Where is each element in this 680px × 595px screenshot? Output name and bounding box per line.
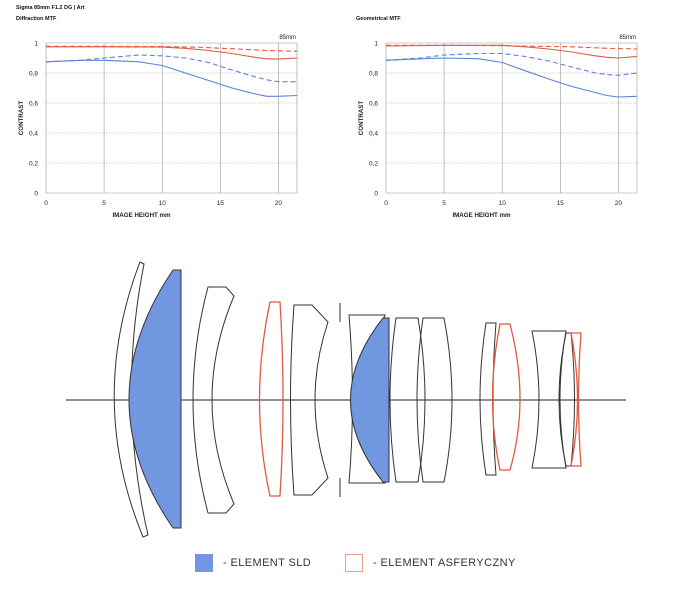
lens-element-10 — [479, 322, 497, 476]
lens-element-2-sld — [128, 269, 182, 529]
chart2-y-tick-label: 0 — [374, 191, 378, 198]
chart1-x-axis-label: IMAGE HEIGHT mm — [112, 212, 171, 219]
chart2-title: Geometrical MTF — [356, 16, 401, 22]
lens-element-9 — [416, 317, 453, 483]
chart2-focal-length-annotation: 85mm — [619, 35, 636, 41]
legend-sld-label: - ELEMENT SLD — [223, 557, 312, 569]
chart1-title: Diffraction MTF — [16, 16, 57, 22]
chart1-y-tick-label: 0,2 — [29, 161, 38, 168]
lens-element-1 — [113, 261, 149, 538]
lens-element-11-aspherical — [491, 323, 521, 471]
chart1-series-line-3 — [45, 59, 298, 97]
chart2-y-tick-label: 0,4 — [369, 131, 378, 138]
chart1-y-tick-label: 0,8 — [29, 71, 38, 78]
chart1-x-tick-label: 5 — [102, 200, 106, 207]
chart1-series-line-4 — [45, 54, 297, 83]
chart2-x-tick-label: 10 — [499, 200, 507, 207]
lens-element-12 — [531, 330, 567, 469]
chart2-y-tick-label: 0,2 — [369, 161, 378, 168]
chart2-y-tick-label: 0,8 — [369, 71, 378, 78]
chart1-y-tick-label: 0,6 — [29, 101, 38, 108]
chart2-series-line-2 — [386, 44, 638, 50]
chart2-x-tick-label: 5 — [442, 200, 446, 207]
legend-sld: - ELEMENT SLD — [195, 552, 311, 574]
lens-element-7-sld — [350, 317, 390, 483]
chart1-series-line-1 — [46, 46, 298, 60]
chart1-x-tick-label: 15 — [217, 200, 225, 207]
lens-construction-diagram — [66, 261, 626, 538]
legend-aspherical: - ELEMENT ASFERYCZNY — [345, 552, 516, 574]
chart1-series-line-2 — [46, 45, 298, 52]
chart2-x-tick-label: 20 — [615, 200, 623, 207]
legend-sld-swatch — [195, 554, 213, 572]
legend-aspherical-swatch — [345, 554, 363, 572]
diffraction-mtf-panel: Diffraction MTF 0 0,2 0,4 0,6 0,8 1 0 5 10 15 20 IMA… — [0, 0, 340, 230]
geometrical-mtf-panel: Geometrical MTF 0 0,2 0,4 0,6 0,8 1 0 5 10 15 20 IMA… — [340, 0, 680, 230]
chart1-y-tick-label: 1 — [34, 41, 38, 48]
chart1-x-tick-label: 10 — [159, 200, 167, 207]
chart1-focal-length-annotation: 85mm — [279, 35, 296, 41]
chart2-x-axis-label: IMAGE HEIGHT mm — [452, 212, 511, 219]
chart1-y-tick-label: 0,4 — [29, 131, 38, 138]
lens-element-4-aspherical — [258, 301, 284, 497]
chart2-series-line-4 — [385, 52, 638, 76]
chart2-y-tick-label: 0,6 — [369, 101, 378, 108]
chart2-y-axis-label: CONTRAST — [358, 101, 365, 136]
legend-aspherical-label: - ELEMENT ASFERYCZNY — [373, 557, 516, 569]
lens-title: Sigma 85mm F1.2 DG | Art — [16, 5, 85, 11]
chart1-y-axis-label: CONTRAST — [18, 101, 25, 136]
chart2-y-tick-label: 1 — [374, 41, 378, 48]
lens-element-5 — [290, 304, 329, 496]
chart1-x-tick-label: 0 — [44, 200, 48, 207]
chart1-x-tick-label: 20 — [275, 200, 283, 207]
lens-element-3 — [192, 286, 235, 514]
chart2-x-tick-label: 0 — [384, 200, 388, 207]
chart2-series-line-1 — [385, 44, 638, 59]
chart2-x-tick-label: 15 — [557, 200, 565, 207]
lens-element-14-aspherical — [570, 332, 582, 467]
lens-element-8 — [389, 317, 426, 483]
chart1-y-tick-label: 0 — [34, 191, 38, 198]
chart2-series-line-3 — [385, 57, 638, 98]
